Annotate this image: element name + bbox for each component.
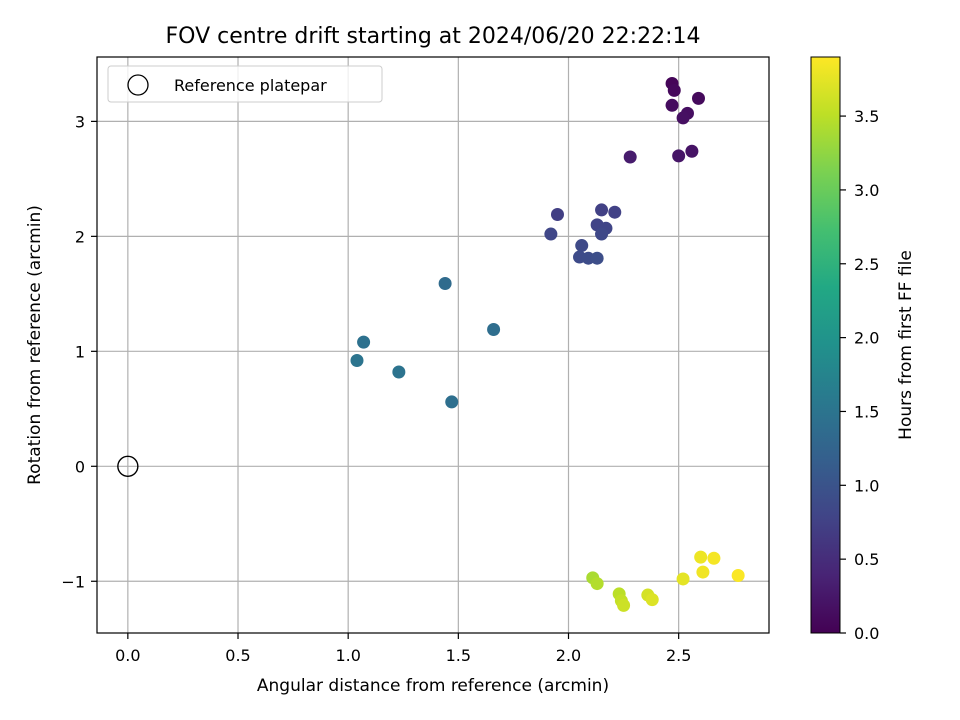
x-axis-ticks: 0.0 0.5 1.0 1.5 2.0 2.5 — [115, 633, 691, 665]
data-point — [677, 572, 690, 585]
y-tick-label: 3 — [75, 112, 85, 131]
data-point — [595, 203, 608, 216]
data-point — [694, 551, 707, 564]
data-point — [357, 336, 370, 349]
data-point — [692, 92, 705, 105]
colorbar-tick-label: 0.0 — [854, 624, 879, 643]
data-point — [672, 149, 685, 162]
data-point — [544, 228, 557, 241]
x-tick-label: 2.5 — [666, 646, 691, 665]
data-point — [350, 354, 363, 367]
x-tick-label: 0.5 — [225, 646, 250, 665]
colorbar-tick-label: 0.5 — [854, 550, 879, 569]
y-axis-label: Rotation from reference (arcmin) — [25, 205, 45, 485]
fov-drift-chart: FOV centre drift starting at 2024/06/20 … — [0, 0, 960, 720]
data-point — [624, 151, 637, 164]
data-point — [392, 366, 405, 379]
colorbar-tick-label: 2.5 — [854, 255, 879, 274]
colorbar-tick-label: 1.0 — [854, 476, 879, 495]
data-point — [439, 277, 452, 290]
colorbar-tick-label: 1.5 — [854, 402, 879, 421]
data-point — [487, 323, 500, 336]
y-tick-label: 0 — [75, 457, 85, 476]
y-tick-label: 2 — [75, 227, 85, 246]
plot-frame — [97, 57, 769, 633]
x-axis-label: Angular distance from reference (arcmin) — [257, 676, 609, 696]
colorbar-ticks: 0.0 0.5 1.0 1.5 2.0 2.5 3.0 3.5 — [840, 107, 879, 643]
x-tick-label: 1.5 — [446, 646, 471, 665]
data-point — [646, 593, 659, 606]
y-axis-ticks: −1 0 1 2 3 — [61, 112, 97, 591]
colorbar-tick-label: 3.0 — [854, 181, 879, 200]
colorbar-tick-label: 2.0 — [854, 329, 879, 348]
data-point — [668, 84, 681, 97]
data-points — [118, 77, 745, 612]
data-point — [595, 228, 608, 241]
data-point — [617, 599, 630, 612]
colorbar: 0.0 0.5 1.0 1.5 2.0 2.5 3.0 3.5 Hours from firs… — [811, 57, 916, 643]
data-point — [551, 208, 564, 221]
data-point — [445, 395, 458, 408]
colorbar-gradient — [811, 57, 840, 633]
colorbar-tick-label: 3.5 — [854, 107, 879, 126]
x-tick-label: 0.0 — [115, 646, 140, 665]
data-point — [608, 206, 621, 219]
grid-lines — [97, 57, 769, 633]
data-point — [732, 569, 745, 582]
colorbar-label: Hours from first FF file — [896, 250, 916, 440]
data-point — [685, 145, 698, 158]
data-point — [677, 111, 690, 124]
x-tick-label: 1.0 — [335, 646, 360, 665]
data-point — [591, 252, 604, 265]
data-point — [575, 239, 588, 252]
data-point — [696, 566, 709, 579]
data-point — [707, 552, 720, 565]
y-tick-label: −1 — [61, 572, 85, 591]
legend: Reference platepar — [108, 66, 382, 102]
data-point — [591, 577, 604, 590]
y-tick-label: 1 — [75, 342, 85, 361]
legend-label: Reference platepar — [174, 76, 327, 95]
x-tick-label: 2.0 — [556, 646, 581, 665]
data-point — [666, 99, 679, 112]
chart-title: FOV centre drift starting at 2024/06/20 … — [166, 24, 701, 49]
